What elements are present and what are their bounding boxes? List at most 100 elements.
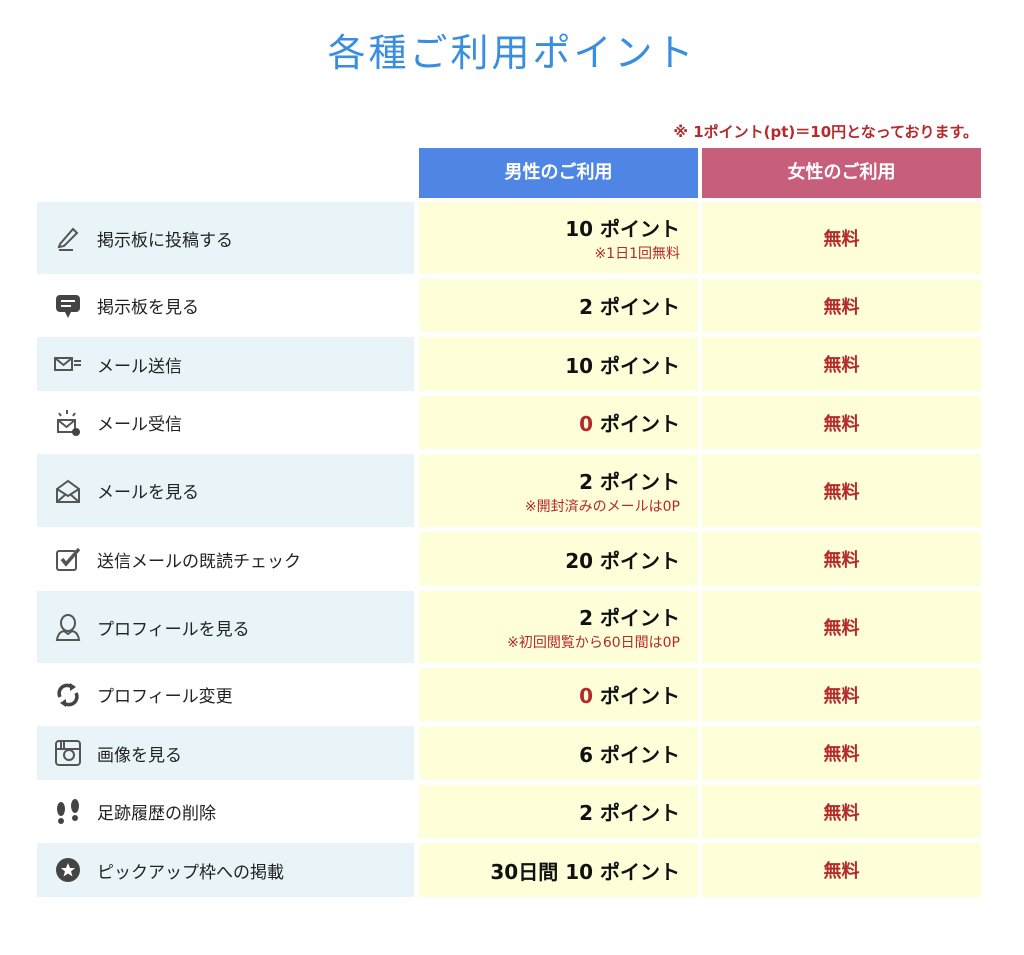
feature-label: 掲示板を見る [97,298,199,318]
checkbox-icon [53,544,83,574]
point-unit: ポイント [600,295,680,319]
point-unit: ポイント [600,684,680,708]
male-cost-note: ※初回閲覧から60日間は0P [507,635,680,651]
table-row: 掲示板に投稿する 10 ポイント ※1日1回無料 無料 [37,202,981,274]
male-cost-cell: 10 ポイント ※1日1回無料 [419,202,698,274]
female-cost-cell: 無料 [702,396,981,449]
point-number: 0 [579,684,594,708]
male-cost: 20 ポイント [565,545,680,574]
point-number: 6 [579,742,594,767]
star-icon [53,855,83,885]
male-cost: 2 ポイント [579,797,680,826]
female-cost-cell: 無料 [702,726,981,780]
pencil-icon [53,223,83,253]
table-row: メール送信 10 ポイント 無料 [37,337,981,391]
duration: 30日間 [490,859,559,884]
point-number: 2 [579,801,594,825]
male-cost: 0 ポイント [579,408,680,437]
feature-cell: 画像を見る [37,726,414,780]
point-unit: ポイント [600,412,680,436]
male-cost-cell: 0 ポイント [419,668,698,721]
male-cost-cell: 2 ポイント [419,785,698,838]
male-cost: 2 ポイント [579,602,680,631]
feature-cell: メールを見る [37,454,414,527]
male-cost: 30日間 10 ポイント [490,856,680,885]
male-cost-cell: 30日間 10 ポイント [419,843,698,897]
female-cost-cell: 無料 [702,785,981,838]
point-unit: ポイント [600,742,680,767]
feature-cell: 送信メールの既読チェック [37,532,414,586]
male-column-header: 男性のご利用 [419,148,698,198]
table-row: メール受信 0 ポイント 無料 [37,396,981,449]
feature-cell: 掲示板に投稿する [37,202,414,274]
table-row: 送信メールの既読チェック 20 ポイント 無料 [37,532,981,586]
male-cost-note: ※開封済みのメールは0P [524,498,680,515]
point-number: 2 [579,606,594,630]
feature-cell: プロフィール変更 [37,668,414,721]
male-cost: 0 ポイント [579,680,680,709]
female-cost-cell: 無料 [702,202,981,274]
table-row: 掲示板を見る 2 ポイント 無料 [37,279,981,332]
feature-cell: メール受信 [37,396,414,449]
user-profile-icon [53,612,83,642]
feature-label: プロフィール変更 [97,687,233,707]
female-cost-cell: 無料 [702,668,981,721]
feature-label: 掲示板に投稿する [97,230,233,251]
male-cost-cell: 2 ポイント [419,279,698,332]
point-unit: ポイント [600,353,680,378]
feature-cell: プロフィールを見る [37,591,414,663]
feature-cell: メール送信 [37,337,414,391]
point-unit: ポイント [600,859,680,884]
male-cost: 10 ポイント [565,350,680,379]
point-unit: ポイント [600,606,680,630]
male-cost-cell: 6 ポイント [419,726,698,780]
female-cost-cell: 無料 [702,591,981,663]
female-cost-cell: 無料 [702,843,981,897]
camera-icon [53,738,83,768]
male-cost-cell: 10 ポイント [419,337,698,391]
female-cost-cell: 無料 [702,279,981,332]
point-rate-note: ※ 1ポイント(pt)＝10円となっております。 [673,123,978,141]
point-number: 0 [579,412,594,436]
table-row: プロフィールを見る 2 ポイント ※初回閲覧から60日間は0P 無料 [37,591,981,663]
point-number: 2 [579,295,594,319]
table-row: ピックアップ枠への掲載 30日間 10 ポイント 無料 [37,843,981,897]
feature-label: メールを見る [97,483,199,503]
male-cost-note: ※1日1回無料 [594,246,680,262]
open-envelope-icon [53,476,83,506]
male-cost: 2 ポイント [579,466,680,495]
feature-label: 送信メールの既読チェック [97,551,301,572]
point-number: 10 [565,353,594,378]
feature-label: メール送信 [97,356,182,377]
point-unit: ポイント [600,548,680,573]
speech-bubble-icon [53,291,83,321]
feature-label: プロフィールを見る [97,619,250,640]
male-cost-cell: 20 ポイント [419,532,698,586]
point-unit: ポイント [600,217,680,241]
point-number: 2 [579,469,594,494]
feature-label: 画像を見る [97,745,182,766]
table-row: メールを見る 2 ポイント ※開封済みのメールは0P 無料 [37,454,981,527]
mail-send-icon [53,349,83,379]
female-column-header: 女性のご利用 [702,148,981,198]
page-title: 各種ご利用ポイント [327,31,697,75]
table-row: プロフィール変更 0 ポイント 無料 [37,668,981,721]
male-cost: 6 ポイント [579,739,680,768]
refresh-icon [53,680,83,710]
feature-label: 足跡履歴の削除 [97,804,216,824]
point-number: 20 [565,548,594,573]
points-table: 掲示板に投稿する 10 ポイント ※1日1回無料 無料 掲示板を見る 2 ポイン… [37,202,981,902]
male-cost-cell: 2 ポイント ※開封済みのメールは0P [419,454,698,527]
table-row: 足跡履歴の削除 2 ポイント 無料 [37,785,981,838]
female-cost-cell: 無料 [702,454,981,527]
male-cost-cell: 2 ポイント ※初回閲覧から60日間は0P [419,591,698,663]
feature-label: メール受信 [97,415,182,435]
feature-cell: ピックアップ枠への掲載 [37,843,414,897]
feature-cell: 足跡履歴の削除 [37,785,414,838]
male-cost-cell: 0 ポイント [419,396,698,449]
female-cost-cell: 無料 [702,532,981,586]
mail-receive-icon [53,408,83,438]
point-number: 10 [565,217,594,241]
male-cost: 2 ポイント [579,291,680,320]
point-unit: ポイント [600,469,680,494]
